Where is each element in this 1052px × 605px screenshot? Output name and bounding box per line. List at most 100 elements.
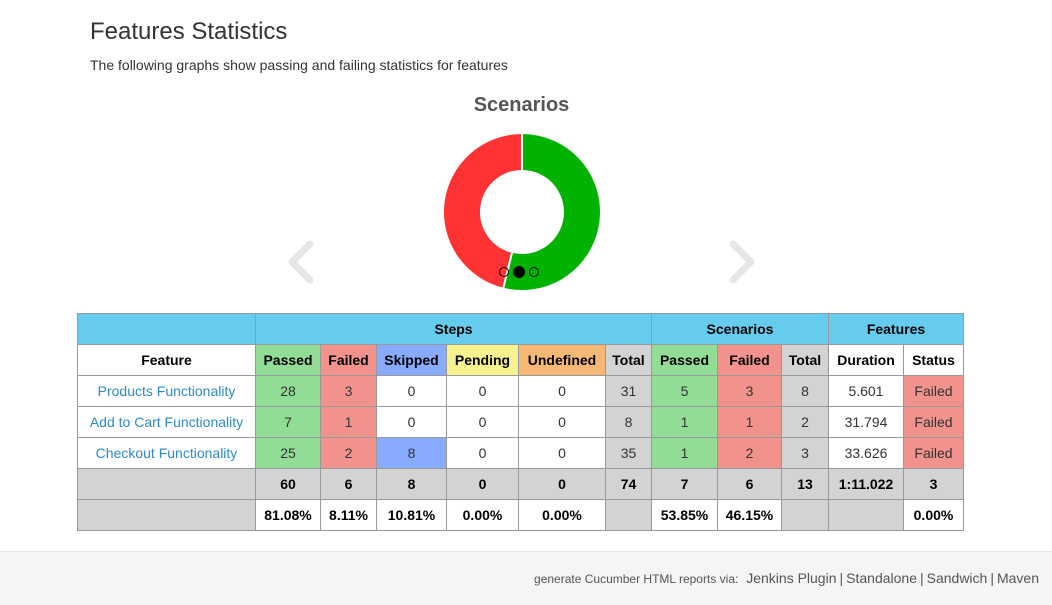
percent-steps-skipped: 10.81% (376, 499, 447, 531)
totals-scenarios-total: 13 (781, 468, 829, 500)
table-row: Checkout Functionality 25 2 8 0 0 35 1 2… (77, 437, 964, 469)
column-header-row: Feature Passed Failed Skipped Pending Un… (77, 344, 964, 376)
steps-skipped-cell: 0 (376, 375, 447, 407)
scenarios-failed-cell: 2 (717, 437, 782, 469)
totals-steps-skipped: 8 (376, 468, 447, 500)
column-header-steps-undefined[interactable]: Undefined (518, 344, 606, 376)
percent-steps-passed: 81.08% (255, 499, 321, 531)
steps-total-cell: 8 (605, 406, 652, 438)
scenarios-passed-cell: 1 (651, 437, 718, 469)
totals-steps-passed: 60 (255, 468, 321, 500)
footer-separator: | (919, 570, 924, 586)
donut-slice-passed (501, 131, 602, 292)
steps-passed-cell: 7 (255, 406, 321, 438)
page-title: Features Statistics (90, 18, 288, 45)
status-cell: Failed (903, 437, 964, 469)
group-header-features: Features (828, 313, 964, 345)
steps-skipped-cell: 0 (376, 406, 447, 438)
totals-duration: 1:11.022 (828, 468, 904, 500)
totals-steps-failed: 6 (320, 468, 377, 500)
chart-title: Scenarios (473, 94, 570, 116)
donut-slice-failed (442, 131, 523, 290)
percentages-row: 81.08% 8.11% 10.81% 0.00% 0.00% 53.85% 4… (77, 499, 964, 531)
column-header-steps-passed[interactable]: Passed (255, 344, 321, 376)
carousel-dot-3[interactable] (529, 267, 539, 277)
steps-failed-cell: 2 (320, 437, 377, 469)
footer-label: generate Cucumber HTML reports via: (534, 572, 739, 586)
group-header-steps: Steps (255, 313, 652, 345)
status-cell: Failed (903, 375, 964, 407)
scenarios-passed-cell: 5 (651, 375, 718, 407)
column-header-duration[interactable]: Duration (828, 344, 904, 376)
feature-link[interactable]: Checkout Functionality (95, 445, 238, 461)
feature-cell: Checkout Functionality (77, 437, 256, 469)
percent-steps-total (605, 499, 652, 531)
carousel-indicators (499, 266, 539, 278)
table-row: Add to Cart Functionality 7 1 0 0 0 8 1 … (77, 406, 964, 438)
scenarios-total-cell: 3 (781, 437, 829, 469)
chevron-left-icon (288, 240, 314, 284)
column-header-steps-total[interactable]: Total (605, 344, 652, 376)
percent-steps-failed: 8.11% (320, 499, 377, 531)
steps-passed-cell: 25 (255, 437, 321, 469)
page-subtitle: The following graphs show passing and fa… (90, 57, 508, 73)
percent-status: 0.00% (903, 499, 964, 531)
totals-scenarios-failed: 6 (717, 468, 782, 500)
carousel-next-button[interactable] (727, 240, 757, 284)
totals-status: 3 (903, 468, 964, 500)
column-header-scenarios-passed[interactable]: Passed (651, 344, 718, 376)
column-header-feature[interactable]: Feature (77, 344, 256, 376)
percent-duration (828, 499, 904, 531)
status-cell: Failed (903, 406, 964, 438)
scenarios-failed-cell: 1 (717, 406, 782, 438)
feature-link[interactable]: Add to Cart Functionality (89, 414, 244, 430)
steps-failed-cell: 3 (320, 375, 377, 407)
group-header-row: Steps Scenarios Features (77, 313, 964, 345)
carousel-prev-button[interactable] (286, 240, 316, 284)
steps-skipped-cell: 8 (376, 437, 447, 469)
group-header-blank (77, 313, 256, 345)
column-header-steps-failed[interactable]: Failed (320, 344, 377, 376)
percent-steps-undefined: 0.00% (518, 499, 606, 531)
column-header-scenarios-failed[interactable]: Failed (717, 344, 782, 376)
footer-links: generate Cucumber HTML reports via: Jenk… (534, 570, 1039, 586)
scenarios-failed-cell: 3 (717, 375, 782, 407)
column-header-status[interactable]: Status (903, 344, 964, 376)
footer-link-standalone[interactable]: Standalone (846, 570, 917, 586)
totals-steps-undefined: 0 (518, 468, 606, 500)
steps-passed-cell: 28 (255, 375, 321, 407)
column-header-steps-pending[interactable]: Pending (446, 344, 519, 376)
feature-cell: Add to Cart Functionality (77, 406, 256, 438)
duration-cell: 33.626 (828, 437, 904, 469)
footer-link-jenkins-plugin[interactable]: Jenkins Plugin (746, 570, 837, 586)
footer-link-sandwich[interactable]: Sandwich (926, 570, 988, 586)
percent-label-cell (77, 499, 256, 531)
footer-separator: | (839, 570, 844, 586)
steps-total-cell: 35 (605, 437, 652, 469)
scenarios-total-cell: 2 (781, 406, 829, 438)
feature-cell: Products Functionality (77, 375, 256, 407)
percent-scenarios-total (781, 499, 829, 531)
percent-scenarios-failed: 46.15% (717, 499, 782, 531)
scenarios-passed-cell: 1 (651, 406, 718, 438)
steps-failed-cell: 1 (320, 406, 377, 438)
totals-steps-pending: 0 (446, 468, 519, 500)
carousel-dot-2[interactable] (513, 266, 525, 278)
scenarios-donut-chart (442, 131, 602, 292)
scenarios-total-cell: 8 (781, 375, 829, 407)
chevron-right-icon (729, 240, 755, 284)
footer-separator: | (990, 570, 994, 586)
steps-total-cell: 31 (605, 375, 652, 407)
carousel-dot-1[interactable] (499, 267, 509, 277)
feature-link[interactable]: Products Functionality (97, 383, 236, 399)
table-row: Products Functionality 28 3 0 0 0 31 5 3… (77, 375, 964, 407)
totals-row: 60 6 8 0 0 74 7 6 13 1:11.022 3 (77, 468, 964, 500)
column-header-steps-skipped[interactable]: Skipped (376, 344, 447, 376)
footer: generate Cucumber HTML reports via: Jenk… (0, 551, 1052, 605)
footer-link-maven[interactable]: Maven (996, 570, 1039, 586)
column-header-scenarios-total[interactable]: Total (781, 344, 829, 376)
duration-cell: 5.601 (828, 375, 904, 407)
steps-undefined-cell: 0 (518, 437, 606, 469)
features-stats-table: Steps Scenarios Features Feature Passed … (77, 313, 964, 531)
steps-undefined-cell: 0 (518, 406, 606, 438)
